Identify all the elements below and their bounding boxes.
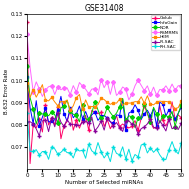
RH-SAC bbox=[131, 160, 133, 162]
IR-SAC bbox=[26, 121, 28, 123]
Line: HEM: HEM bbox=[26, 82, 183, 112]
InfoGain bbox=[140, 118, 142, 121]
Line: InfoGain: InfoGain bbox=[26, 75, 183, 131]
HEM bbox=[75, 96, 77, 99]
RSMRMS bbox=[72, 84, 74, 87]
RSMRMS bbox=[180, 85, 182, 87]
X-axis label: Number of Selected miRNAs: Number of Selected miRNAs bbox=[65, 180, 143, 185]
RH-SAC bbox=[60, 151, 62, 153]
RSMRMS bbox=[75, 91, 77, 93]
RH-SAC bbox=[180, 142, 182, 144]
InfoGain bbox=[72, 117, 74, 119]
IR-SAC bbox=[81, 121, 84, 123]
IR-SAC bbox=[78, 124, 81, 127]
NOR bbox=[140, 117, 142, 119]
RSMRMS bbox=[131, 93, 133, 95]
RH-SAC bbox=[75, 148, 77, 150]
IR-SAC bbox=[177, 128, 179, 131]
Golub bbox=[75, 119, 77, 121]
Golub bbox=[63, 124, 65, 127]
RSMRMS bbox=[26, 33, 28, 35]
Golub bbox=[78, 127, 81, 129]
NOR bbox=[128, 115, 130, 117]
InfoGain bbox=[26, 75, 28, 78]
InfoGain bbox=[177, 112, 179, 114]
IR-SAC bbox=[143, 126, 145, 128]
IR-SAC bbox=[134, 124, 136, 126]
RSMRMS bbox=[128, 99, 130, 101]
Golub bbox=[180, 117, 182, 119]
HEM bbox=[180, 100, 182, 102]
RSMRMS bbox=[60, 89, 62, 91]
IR-SAC bbox=[66, 118, 68, 121]
RH-SAC bbox=[177, 153, 179, 155]
NOR bbox=[177, 112, 179, 115]
Line: RSMRMS: RSMRMS bbox=[26, 32, 183, 101]
Title: GSE31408: GSE31408 bbox=[84, 4, 124, 13]
HEM bbox=[131, 102, 133, 104]
RSMRMS bbox=[177, 84, 179, 87]
Line: RH-SAC: RH-SAC bbox=[25, 111, 183, 164]
HEM bbox=[140, 96, 142, 98]
RH-SAC bbox=[109, 160, 112, 163]
InfoGain bbox=[125, 129, 127, 131]
RH-SAC bbox=[72, 157, 74, 159]
RH-SAC bbox=[26, 112, 28, 114]
Golub bbox=[26, 21, 28, 23]
HEM bbox=[78, 93, 81, 96]
Golub bbox=[177, 114, 179, 116]
IR-SAC bbox=[180, 122, 182, 124]
Golub bbox=[29, 163, 31, 165]
Golub bbox=[131, 125, 133, 128]
Legend: Golub, InfoGain, NOR, RSMRMS, HEM, IR-SAC, RH-SAC: Golub, InfoGain, NOR, RSMRMS, HEM, IR-SA… bbox=[151, 15, 180, 50]
IR-SAC bbox=[57, 112, 59, 114]
NOR bbox=[60, 107, 62, 109]
InfoGain bbox=[75, 113, 77, 115]
HEM bbox=[60, 100, 62, 102]
NOR bbox=[26, 65, 28, 67]
InfoGain bbox=[131, 110, 133, 112]
InfoGain bbox=[180, 106, 182, 108]
Line: NOR: NOR bbox=[26, 65, 183, 129]
Line: IR-SAC: IR-SAC bbox=[25, 111, 183, 138]
NOR bbox=[180, 104, 182, 106]
NOR bbox=[75, 114, 77, 116]
HEM bbox=[177, 106, 179, 109]
RH-SAC bbox=[140, 144, 142, 146]
Line: Golub: Golub bbox=[25, 20, 183, 166]
IR-SAC bbox=[38, 135, 40, 137]
HEM bbox=[26, 82, 28, 84]
NOR bbox=[134, 127, 136, 129]
NOR bbox=[72, 113, 74, 115]
Golub bbox=[140, 117, 142, 119]
HEM bbox=[69, 109, 71, 111]
Y-axis label: B.632 Error Rate: B.632 Error Rate bbox=[4, 69, 9, 114]
InfoGain bbox=[60, 95, 62, 98]
RSMRMS bbox=[140, 84, 142, 86]
